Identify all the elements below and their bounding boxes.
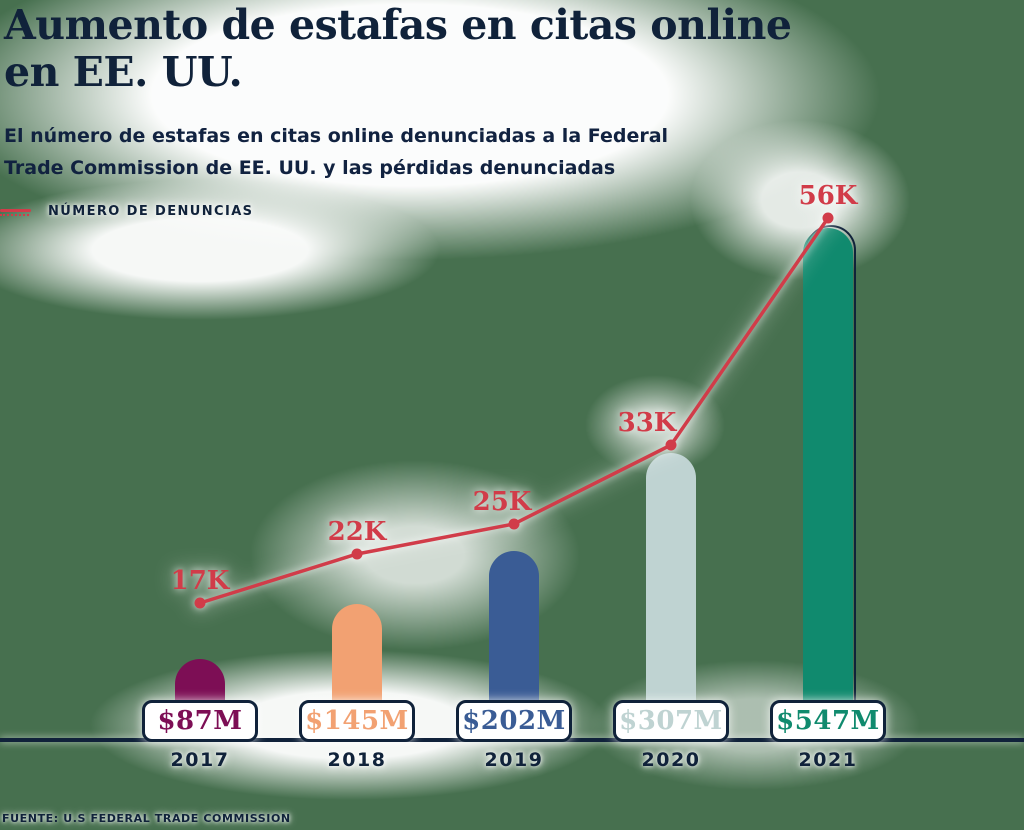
line-point-label-2020: 33K	[618, 408, 678, 438]
chart-header: Aumento de estafas en citas online en EE…	[4, 2, 792, 184]
line-point-2021	[822, 212, 834, 224]
legend-label: NÚMERO DE DENUNCIAS	[48, 204, 254, 219]
chart-subtitle-line-1: El número de estafas en citas online den…	[4, 125, 669, 147]
line-point-2018	[351, 548, 363, 560]
line-point-label-2019: 25K	[473, 487, 533, 517]
line-point-2019	[508, 518, 520, 530]
chart-subtitle-line-2: Trade Commission de EE. UU. y las pérdid…	[4, 157, 616, 179]
loss-bar-2021	[803, 225, 856, 740]
page-title-line-1: Aumento de estafas en citas online	[4, 1, 792, 49]
reports-line	[198, 216, 830, 605]
source-attribution: FUENTE: U.S FEDERAL TRADE COMMISSION	[2, 812, 291, 825]
line-point-label-2018: 22K	[328, 517, 388, 547]
page-title-line-2: en EE. UU.	[4, 48, 243, 96]
line-point-label-2021: 56K	[799, 181, 859, 211]
legend-line-dotted	[0, 213, 29, 216]
line-point-label-2017: 17K	[171, 566, 231, 596]
legend-line-marker-icon	[0, 207, 31, 217]
chart-subtitle: El número de estafas en citas online den…	[4, 120, 792, 184]
legend-line-solid	[0, 208, 31, 212]
chart-legend: NÚMERO DE DENUNCIAS	[0, 204, 253, 219]
line-point-2020	[665, 439, 677, 451]
line-point-2017	[194, 597, 206, 609]
